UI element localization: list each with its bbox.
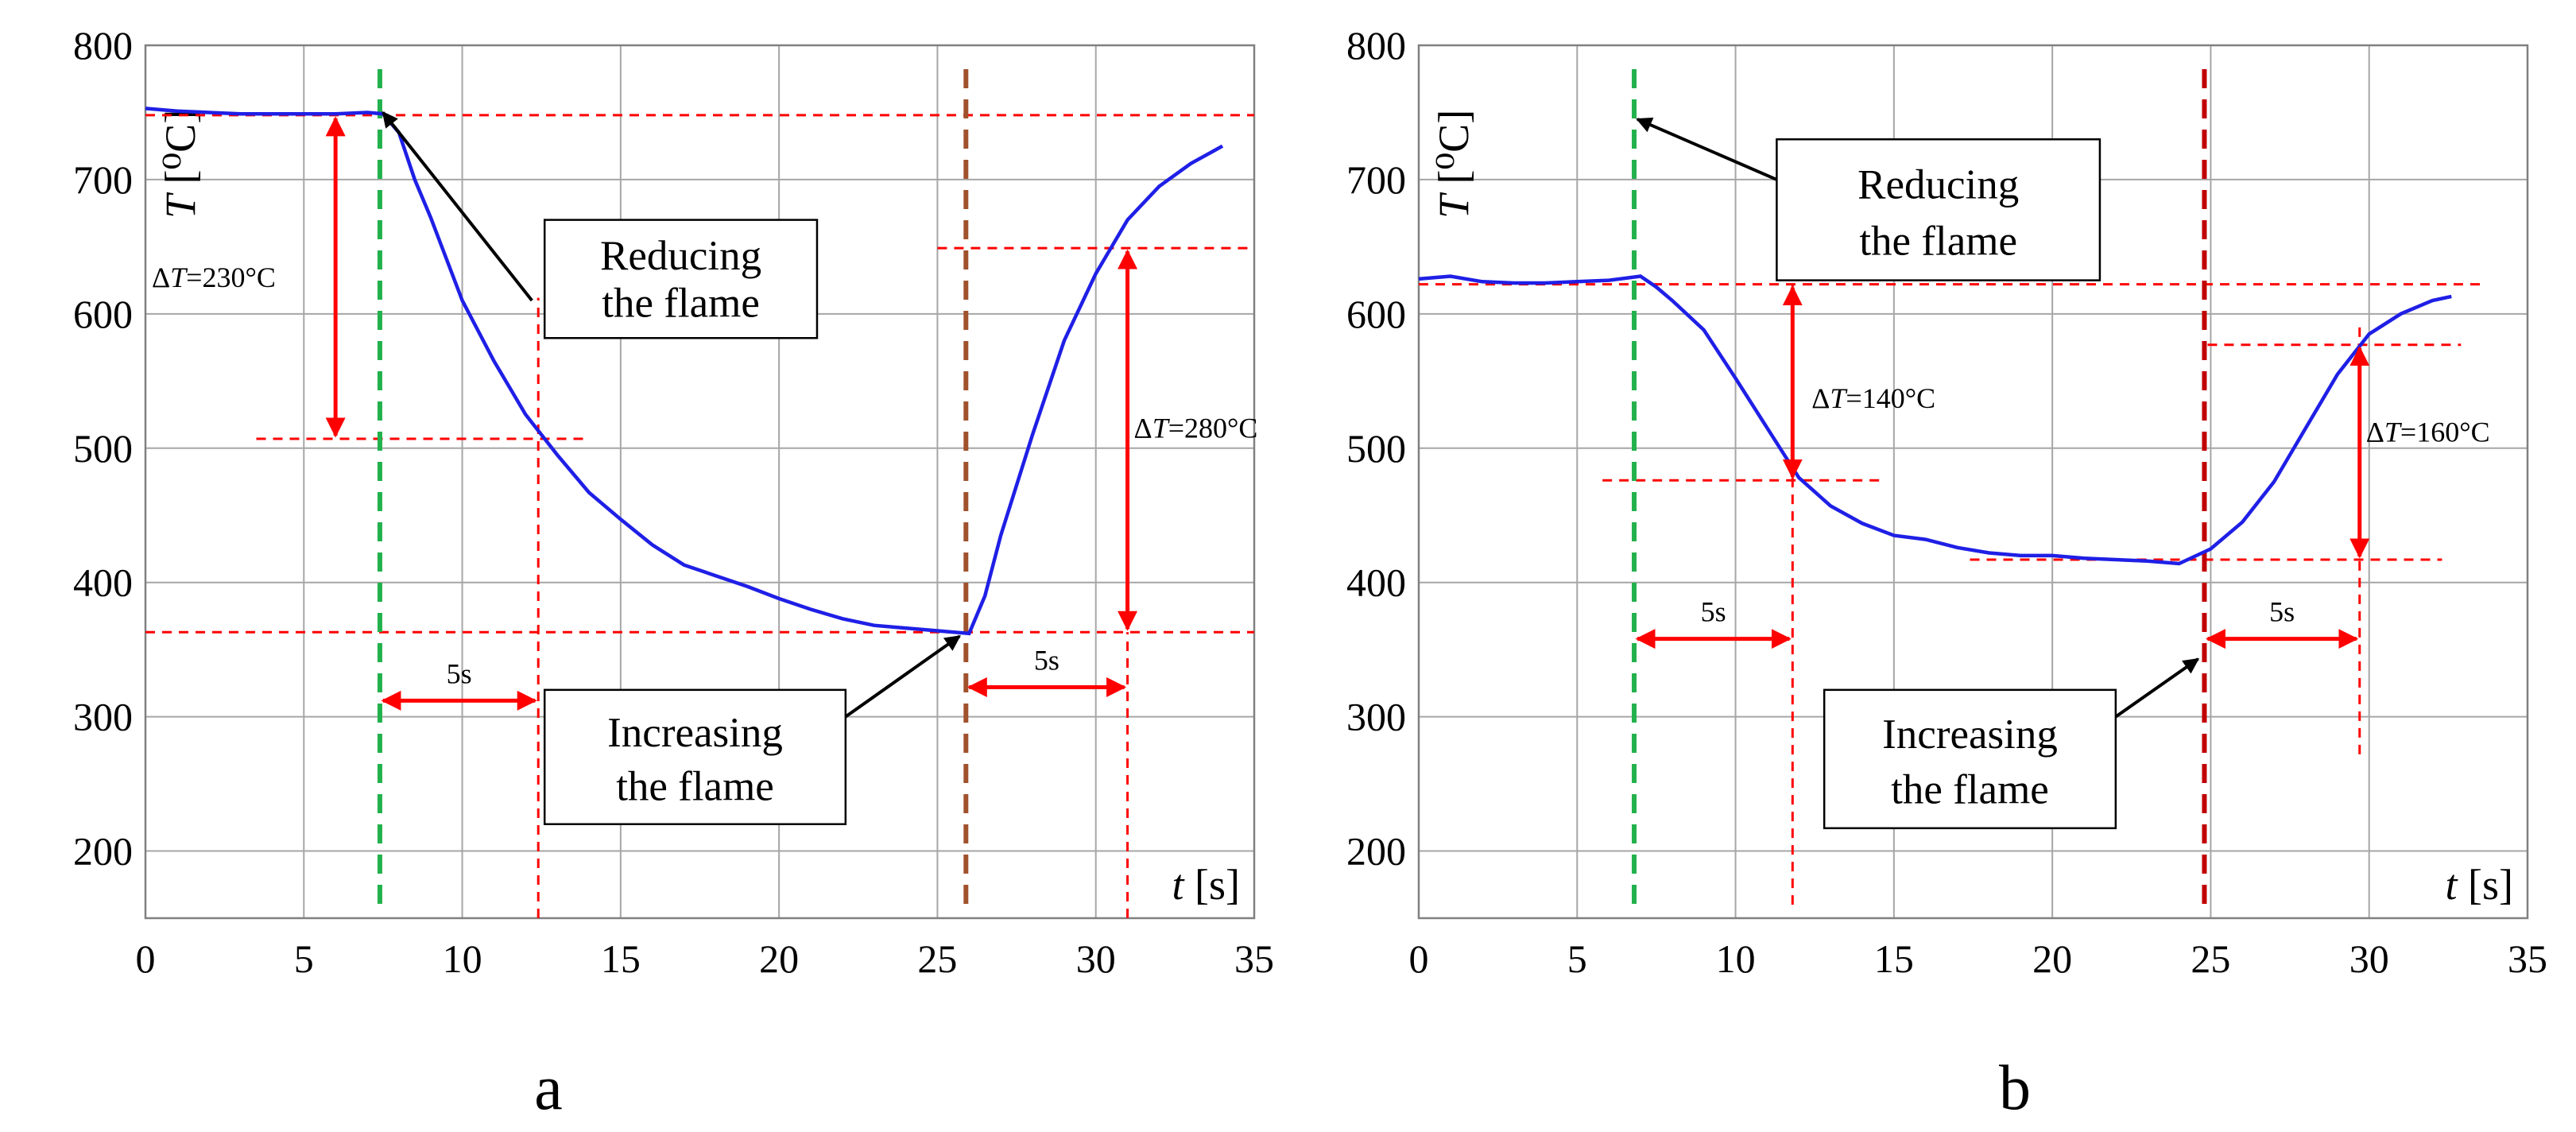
- y-tick-label: 300: [1346, 695, 1406, 739]
- callout-box: [1776, 138, 2101, 281]
- x-axis-unit: [s]: [1184, 861, 1240, 909]
- x-tick-label: 35: [1234, 936, 1274, 981]
- interval-label: 5s: [2269, 596, 2295, 628]
- callout-text: Reducing: [1857, 162, 2019, 208]
- y-tick-label: 800: [1346, 23, 1406, 68]
- delta-symbol: Δ: [1811, 382, 1830, 414]
- y-tick-label: 500: [73, 426, 133, 471]
- x-axis-label: t [s]: [1172, 861, 1241, 909]
- delta-variable: T: [1830, 382, 1848, 414]
- callout-text: the flame: [616, 763, 774, 809]
- interval-label: 5s: [1034, 644, 1059, 676]
- plot-frame: [1417, 44, 2529, 920]
- delta-value: =160°C: [2400, 416, 2490, 448]
- interval-label: 5s: [1701, 596, 1726, 628]
- y-tick-label: 800: [73, 23, 133, 68]
- delta-symbol: Δ: [152, 262, 170, 293]
- x-tick-label: 25: [917, 936, 957, 981]
- y-tick-label: 200: [1346, 829, 1406, 874]
- delta-symbol: Δ: [2366, 416, 2384, 448]
- x-tick-label: 10: [443, 936, 482, 981]
- callout-box: [543, 688, 847, 826]
- chart-panel-b: 0 5 10 15 20 25 30 35 200 300 400 500 600 700 800 t [s]…: [1346, 23, 2547, 1123]
- y-axis-label: T [⁰C]: [157, 110, 204, 219]
- temperature-series-line: [1418, 274, 2452, 566]
- delta-value: =140°C: [1846, 382, 1935, 414]
- plot-frame: [144, 44, 1256, 920]
- callout-text: the flame: [602, 280, 760, 326]
- x-tick-label: 0: [1409, 936, 1429, 981]
- y-tick-label: 200: [73, 829, 133, 874]
- callout-arrow: [2114, 657, 2200, 719]
- delta-label: ΔT=230°C: [152, 262, 276, 293]
- panel-label: a: [534, 1053, 563, 1123]
- callout-arrow: [382, 110, 533, 302]
- y-tick-label: 600: [1346, 292, 1406, 336]
- chart-panel-a: 0 5 10 15 20 25 30 35 200 300 400 500 600 700 800 t [s]…: [73, 23, 1274, 1123]
- y-tick-label: 300: [73, 695, 133, 739]
- callout-arrow: [844, 634, 961, 719]
- x-tick-label: 20: [759, 936, 799, 981]
- callout-arrow: [1636, 117, 1778, 181]
- interval-label: 5s: [447, 657, 472, 689]
- x-axis-symbol: t: [1172, 861, 1186, 909]
- y-axis-unit: [⁰C]: [157, 110, 204, 195]
- delta-variable: T: [1152, 412, 1171, 444]
- x-tick-label: 30: [2349, 936, 2389, 981]
- y-axis-symbol: T: [157, 192, 204, 219]
- x-axis-label: t [s]: [2446, 861, 2514, 909]
- y-axis-symbol: T: [1430, 192, 1478, 219]
- callout-text: Reducing: [600, 233, 761, 279]
- x-tick-label: 15: [601, 936, 641, 981]
- x-tick-label: 0: [136, 936, 156, 981]
- y-axis-unit: [⁰C]: [1430, 110, 1478, 195]
- x-tick-label: 25: [2191, 936, 2230, 981]
- y-tick-label: 600: [73, 292, 133, 336]
- callout-text: the flame: [1859, 219, 2017, 265]
- delta-label: ΔT=140°C: [1811, 382, 1935, 414]
- y-tick-label: 500: [1346, 426, 1406, 471]
- gridlines: [1419, 45, 2528, 918]
- x-tick-label: 5: [1567, 936, 1587, 981]
- delta-variable: T: [2384, 416, 2403, 448]
- x-tick-label: 5: [294, 936, 314, 981]
- delta-value: =230°C: [186, 262, 276, 293]
- delta-label: ΔT=160°C: [2366, 416, 2490, 448]
- panel-label: b: [1999, 1053, 2031, 1123]
- x-tick-label: 10: [1716, 936, 1756, 981]
- callout-text: Increasing: [607, 710, 783, 756]
- callout-text: Increasing: [1882, 711, 2058, 758]
- y-tick-label: 400: [73, 560, 133, 605]
- x-tick-label: 30: [1076, 936, 1116, 981]
- x-tick-label: 20: [2032, 936, 2072, 981]
- x-axis-unit: [s]: [2458, 861, 2513, 909]
- y-tick-label: 700: [1346, 157, 1406, 202]
- y-tick-label: 400: [1346, 560, 1406, 605]
- callout-text: the flame: [1891, 767, 2049, 813]
- delta-value: =280°C: [1168, 412, 1258, 444]
- callout-box: [543, 219, 819, 339]
- x-tick-label: 35: [2508, 936, 2547, 981]
- delta-variable: T: [170, 262, 188, 293]
- y-axis-label: T [⁰C]: [1430, 110, 1478, 219]
- x-tick-label: 15: [1874, 936, 1914, 981]
- delta-symbol: Δ: [1134, 412, 1152, 444]
- callout-box: [1823, 688, 2117, 830]
- delta-label: ΔT=280°C: [1134, 412, 1258, 444]
- x-axis-symbol: t: [2446, 861, 2459, 909]
- temperature-series-line: [145, 107, 1224, 636]
- y-tick-label: 700: [73, 157, 133, 202]
